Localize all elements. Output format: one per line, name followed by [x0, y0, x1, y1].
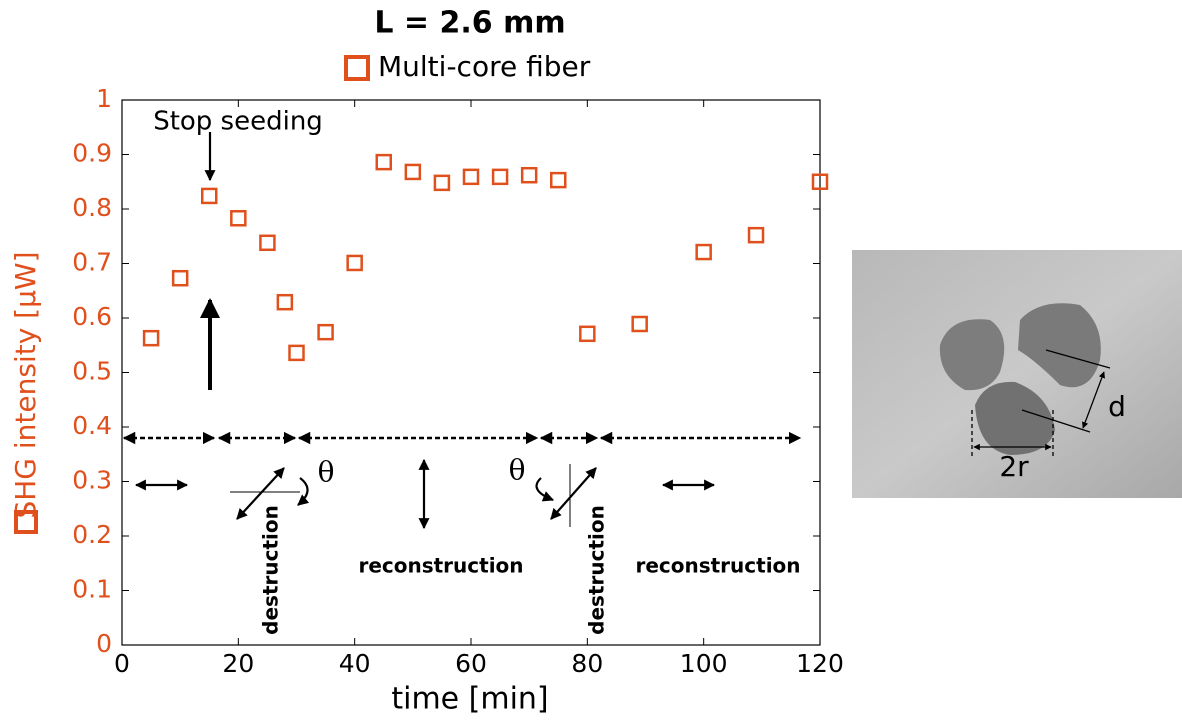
x-tick-label: 80 — [571, 649, 603, 678]
arrow — [550, 467, 597, 520]
arrow — [535, 477, 555, 502]
marker — [276, 293, 294, 311]
x-tick-label: 40 — [339, 649, 371, 678]
photo-background — [852, 250, 1182, 498]
marker — [230, 210, 247, 227]
marker — [462, 168, 480, 186]
core — [1018, 303, 1101, 388]
marker — [520, 166, 538, 184]
marker — [811, 173, 829, 190]
x-axis-label: time [min] — [391, 682, 548, 717]
legend-label: Multi-core fiber — [378, 50, 591, 83]
x-tick-label: 0 — [114, 649, 130, 678]
marker — [631, 315, 648, 333]
annotation: 2r — [999, 450, 1029, 483]
marker — [259, 234, 276, 252]
y-tick-label: 0.9 — [72, 139, 112, 168]
y-tick-label: 1 — [96, 84, 112, 113]
line — [1045, 349, 1111, 369]
y-tick-label: 0.5 — [72, 357, 112, 386]
marker — [375, 153, 392, 171]
line — [1021, 409, 1091, 433]
marker — [695, 243, 712, 261]
y-tick-label: 0.7 — [72, 248, 112, 277]
marker — [404, 163, 422, 181]
marker — [491, 168, 509, 186]
y-tick-label: 0.1 — [72, 575, 112, 604]
annotation: d — [1108, 390, 1126, 423]
arrow — [236, 467, 285, 520]
annotation: reconstruction — [635, 554, 800, 578]
core — [975, 381, 1055, 455]
annotations — [122, 132, 802, 530]
annotation: destruction — [259, 505, 283, 635]
legend-marker — [344, 55, 370, 81]
marker — [747, 226, 765, 244]
y-label-marker — [14, 510, 38, 534]
marker — [346, 254, 363, 272]
y-tick-label: 0 — [96, 629, 112, 658]
y-tick-label: 0.2 — [72, 520, 112, 549]
marker — [579, 325, 596, 343]
annotation: θ — [509, 454, 526, 487]
y-tick-label: 0.4 — [72, 411, 112, 440]
arrow — [1082, 371, 1105, 429]
y-tick-label: 0.8 — [72, 193, 112, 222]
marker — [317, 323, 334, 341]
x-tick-label: 60 — [455, 649, 487, 678]
y-tick-label: 0.6 — [72, 302, 112, 331]
arrow — [297, 477, 310, 506]
core — [939, 319, 1005, 391]
marker — [171, 269, 189, 287]
chart-title: L = 2.6 mm — [374, 6, 565, 41]
marker — [288, 344, 305, 362]
marker — [433, 174, 451, 192]
marker — [550, 171, 567, 189]
marker — [201, 187, 218, 205]
x-tick-label: 20 — [222, 649, 254, 678]
x-tick-label: 100 — [680, 649, 728, 678]
annotation: Stop seeding — [153, 107, 323, 137]
annotation: reconstruction — [358, 554, 523, 578]
annotation: destruction — [585, 505, 609, 635]
marker — [142, 329, 160, 347]
y-tick-label: 0.3 — [72, 466, 112, 495]
photo: d 2r — [852, 250, 1182, 498]
y-axis-label: SHG intensity [μW] — [9, 251, 42, 518]
annotation: θ — [318, 456, 335, 489]
x-tick-label: 120 — [796, 649, 844, 678]
